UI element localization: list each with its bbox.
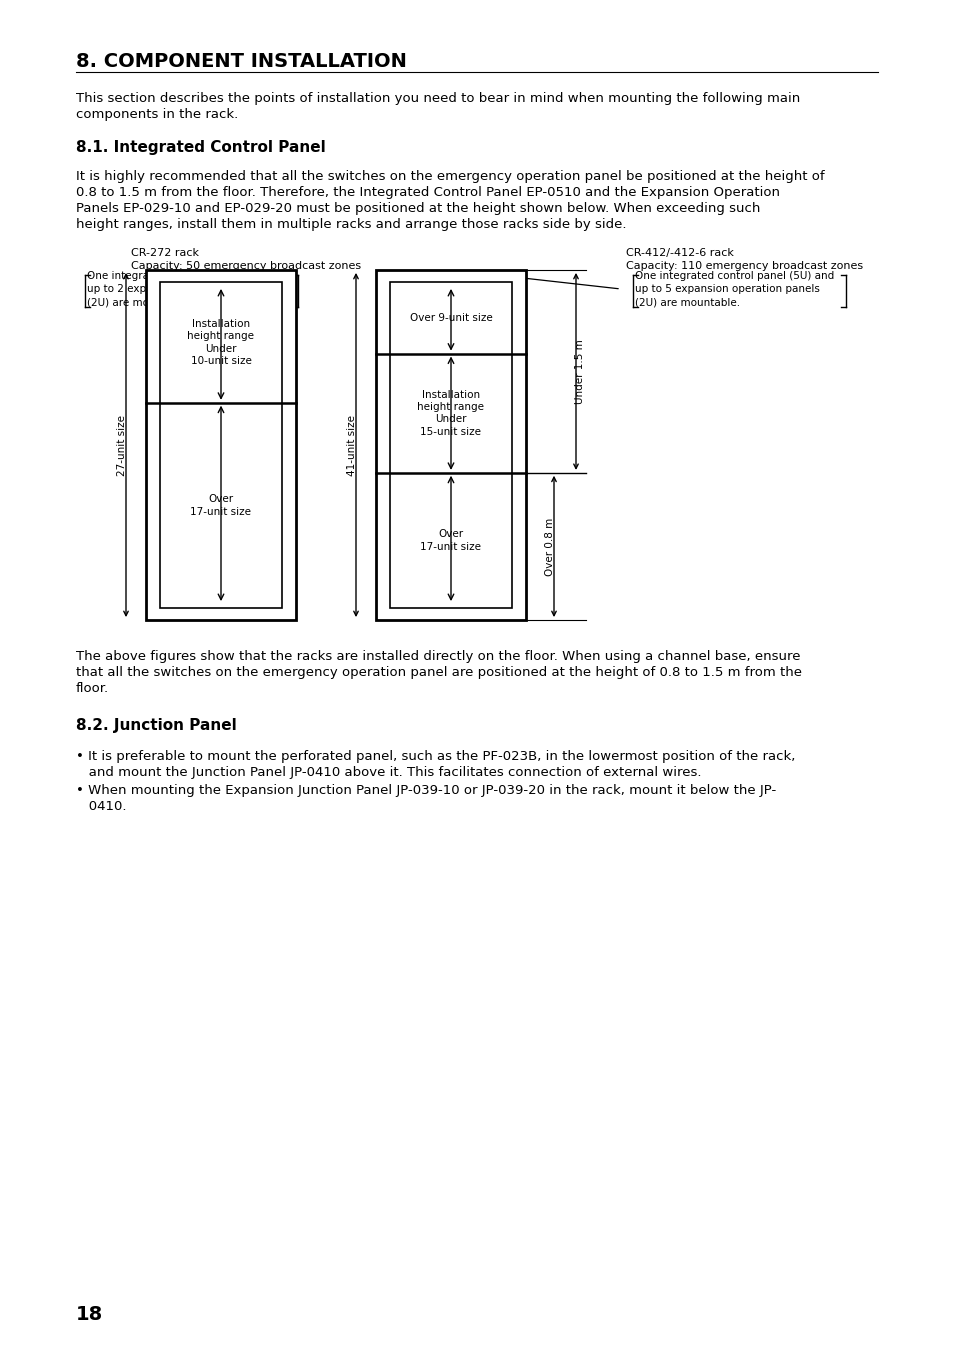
Text: Panels EP-029-10 and EP-029-20 must be positioned at the height shown below. Whe: Panels EP-029-10 and EP-029-20 must be p… [76,203,760,215]
Text: height ranges, install them in multiple racks and arrange those racks side by si: height ranges, install them in multiple … [76,218,626,231]
Text: 41-unit size: 41-unit size [347,415,356,476]
Bar [390,282,512,608]
Text: Capacity: 110 emergency broadcast zones: Capacity: 110 emergency broadcast zones [625,261,862,272]
Text: • It is preferable to mount the perforated panel, such as the PF-023B, in the lo: • It is preferable to mount the perforat… [76,750,795,763]
Bar [375,270,525,620]
Text: Installation
height range
Under
10-unit size: Installation height range Under 10-unit … [188,319,254,366]
Text: 0410.: 0410. [76,800,127,813]
Text: CR-412/-412-6 rack: CR-412/-412-6 rack [625,249,733,258]
Text: components in the rack.: components in the rack. [76,108,238,122]
Text: • When mounting the Expansion Junction Panel JP-039-10 or JP-039-20 in the rack,: • When mounting the Expansion Junction P… [76,784,776,797]
Text: Over
17-unit size: Over 17-unit size [191,494,252,516]
Text: The above figures show that the racks are installed directly on the floor. When : The above figures show that the racks ar… [76,650,800,663]
Text: 8.2. Junction Panel: 8.2. Junction Panel [76,717,236,734]
Text: Installation
height range
Under
15-unit size: Installation height range Under 15-unit … [417,389,484,436]
Text: One integrated control panel (5U) and
up to 5 expansion operation panels
(2U) ar: One integrated control panel (5U) and up… [635,270,833,307]
Text: 0.8 to 1.5 m from the floor. Therefore, the Integrated Control Panel EP-0510 and: 0.8 to 1.5 m from the floor. Therefore, … [76,186,780,199]
Text: and mount the Junction Panel JP-0410 above it. This facilitates connection of ex: and mount the Junction Panel JP-0410 abo… [76,766,700,780]
Text: Under 1.5 m: Under 1.5 m [575,339,584,404]
Text: that all the switches on the emergency operation panel are positioned at the hei: that all the switches on the emergency o… [76,666,801,680]
Text: 8. COMPONENT INSTALLATION: 8. COMPONENT INSTALLATION [76,51,406,72]
Text: Over
17-unit size: Over 17-unit size [420,530,481,551]
Text: This section describes the points of installation you need to bear in mind when : This section describes the points of ins… [76,92,800,105]
Bar [146,270,295,620]
Text: It is highly recommended that all the switches on the emergency operation panel : It is highly recommended that all the sw… [76,170,823,182]
Text: CR-272 rack: CR-272 rack [131,249,199,258]
Text: 18: 18 [76,1305,103,1324]
Text: 27-unit size: 27-unit size [117,415,127,476]
Text: Over 9-unit size: Over 9-unit size [409,313,492,323]
Text: floor.: floor. [76,682,109,694]
Text: Capacity: 50 emergency broadcast zones: Capacity: 50 emergency broadcast zones [131,261,361,272]
Bar [160,282,282,608]
Text: 8.1. Integrated Control Panel: 8.1. Integrated Control Panel [76,141,325,155]
Text: One integrated control panel (5U) and
up to 2 expansion operation panels
(2U) ar: One integrated control panel (5U) and up… [87,270,286,307]
Text: Over 0.8 m: Over 0.8 m [544,517,555,576]
